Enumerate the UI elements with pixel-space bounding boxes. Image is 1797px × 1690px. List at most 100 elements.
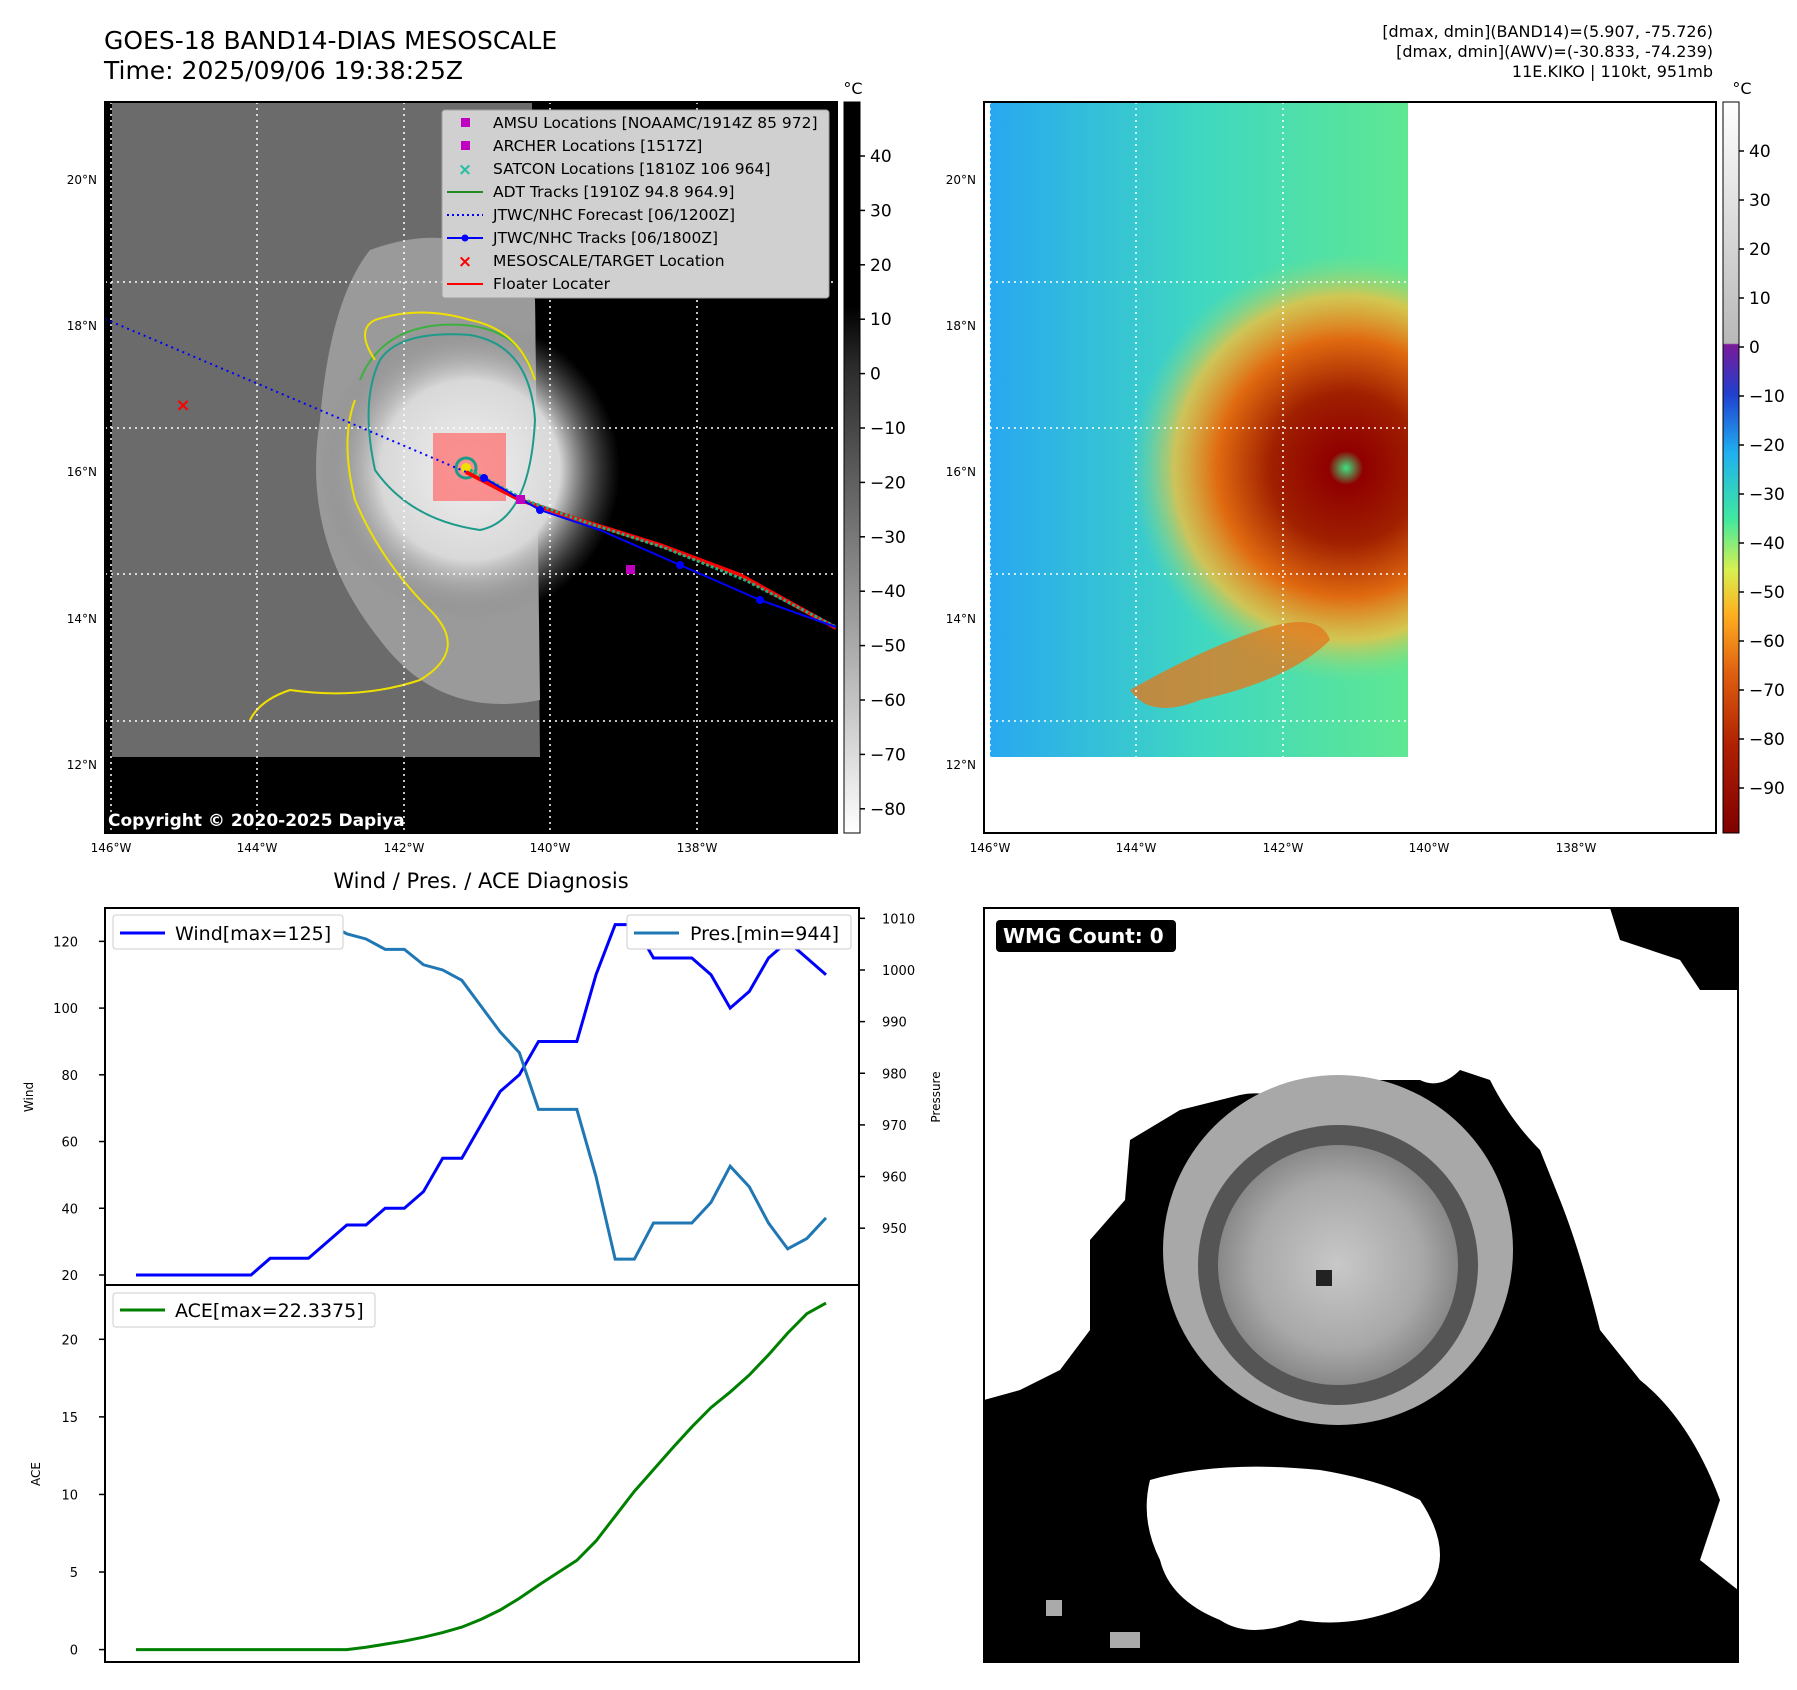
wmg-corner-black (1610, 908, 1738, 990)
awv-lat-label: 18°N (946, 319, 976, 333)
wind-pressure-panel: Wind / Pres. / ACE Diagnosis 20 40 60 80 100… (22, 869, 943, 1286)
jtwc-track-line (483, 477, 837, 628)
info-awv-range: [dmax, dmin](AWV)=(-30.833, -74.239) (1396, 42, 1713, 61)
ir-contour-yellow-2 (364, 311, 536, 381)
colorbar-tick-label: −70 (870, 745, 906, 765)
mesoscale-target-marker: × (175, 395, 190, 416)
wind-ytick-label: 100 (53, 1002, 78, 1017)
colorbar-tick-label: −80 (870, 800, 906, 820)
colorbar-tick-label: −10 (1749, 387, 1785, 407)
colorbar-tick-label: −60 (870, 691, 906, 711)
wmg-panel: WMG Count: 0 (983, 907, 1739, 1663)
pressure-legend: Pres.[min=944] (626, 914, 852, 950)
awv-lon-label: 144°W (1116, 841, 1157, 855)
wind-axis-label: Wind (22, 1082, 36, 1112)
awv-lat-label: 12°N (946, 758, 976, 772)
awv-lon-label: 146°W (970, 841, 1011, 855)
wind-ytick-label: 120 (53, 935, 78, 950)
ir-lon-label: 138°W (677, 841, 718, 855)
wmg-black-region-2 (984, 1380, 1064, 1480)
colorbar-tick-label: 20 (1749, 240, 1771, 260)
archer-marker (626, 565, 635, 574)
satcon-track (469, 468, 837, 629)
wind-ytick-label: 60 (61, 1136, 78, 1151)
wmg-count-label: WMG Count: 0 (1003, 924, 1164, 948)
colorbar-tick-label: −40 (870, 582, 906, 602)
diagnosis-title: Wind / Pres. / ACE Diagnosis (333, 869, 628, 893)
legend-label: ARCHER Locations [1517Z] (493, 137, 702, 155)
wmg-core (1218, 1145, 1458, 1385)
legend-label: Floater Locater (493, 275, 611, 293)
legend-square-icon (461, 141, 470, 150)
legend-item-satcon: × SATCON Locations [1810Z 106 964] (458, 160, 771, 180)
colorbar-tick-label: −40 (1749, 534, 1785, 554)
pressure-legend-label: Pres.[min=944] (690, 923, 839, 945)
legend-x-icon: × (458, 160, 472, 180)
legend-label: SATCON Locations [1810Z 106 964] (493, 160, 770, 178)
pressure-ytick-label: 970 (882, 1119, 907, 1134)
ir-colorbar-ticks: 40 30 20 10 0 −10 −20 −30 −40 −50 −60 −70 −80 (860, 147, 906, 820)
ir-lon-label: 144°W (237, 841, 278, 855)
pressure-axis-label: Pressure (929, 1071, 943, 1122)
legend-label: JTWC/NHC Tracks [06/1800Z] (492, 229, 718, 247)
awv-lon-label: 142°W (1263, 841, 1304, 855)
legend-item-track: JTWC/NHC Tracks [06/1800Z] (447, 229, 718, 247)
colorbar-tick-label: −80 (1749, 730, 1785, 750)
wmg-white-region (1146, 1466, 1440, 1630)
ir-lat-label: 12°N (67, 758, 97, 772)
colorbar-tick-label: 30 (870, 201, 892, 221)
colorbar-tick-label: −10 (870, 419, 906, 439)
ace-ytick-label: 20 (61, 1333, 78, 1348)
awv-lon-label: 138°W (1556, 841, 1597, 855)
colorbar-tick-label: 10 (1749, 289, 1771, 309)
legend-label: JTWC/NHC Forecast [06/1200Z] (492, 206, 735, 224)
legend-item-floater: Floater Locater (447, 275, 611, 293)
awv-lon-labels: 146°W 144°W 142°W 140°W 138°W (970, 841, 1597, 855)
colorbar-tick-label: −30 (1749, 485, 1785, 505)
wmg-pixel-1 (1046, 1600, 1062, 1616)
colorbar-tick-label: 10 (870, 310, 892, 330)
ir-colorbar-unit: °C (843, 79, 862, 98)
ace-ytick-label: 15 (61, 1411, 78, 1426)
ir-lat-label: 16°N (67, 465, 97, 479)
title-line-1: GOES-18 BAND14-DIAS MESOSCALE (104, 26, 558, 55)
ace-panel: 0 5 10 15 20 ACE ACE[max=22.3375] (29, 1284, 860, 1663)
eye-center (461, 463, 471, 473)
ir-frame (104, 101, 838, 834)
colorbar-tick-label: 30 (1749, 191, 1771, 211)
ir-lat-labels: 20°N 18°N 16°N 14°N 12°N (67, 173, 97, 772)
ace-series-line (136, 1301, 827, 1652)
awv-rainband (1130, 622, 1330, 708)
awv-frame (983, 101, 1717, 834)
ace-ytick-label: 10 (61, 1488, 78, 1503)
awv-panel: 20°N 18°N 16°N 14°N 12°N 146°W 144°W 142°W 140°… (946, 79, 1785, 868)
wind-series-line (136, 923, 827, 1277)
colorbar-tick-label: −20 (870, 473, 906, 493)
colorbar-tick-label: 40 (1749, 142, 1771, 162)
legend-item-target: × MESOSCALE/TARGET Location (458, 252, 725, 272)
ir-lat-label: 20°N (67, 173, 97, 187)
colorbar-tick-label: −90 (1749, 779, 1785, 799)
ir-lat-label: 18°N (67, 319, 97, 333)
info-storm: 11E.KIKO | 110kt, 951mb (1511, 62, 1713, 81)
colorbar-tick-label: −50 (870, 637, 906, 657)
ir-contour-yellow (249, 399, 449, 721)
ir-lon-label: 142°W (384, 841, 425, 855)
awv-lat-label: 20°N (946, 173, 976, 187)
ace-legend: ACE[max=22.3375] (112, 1292, 376, 1328)
ace-legend-box (112, 1292, 376, 1328)
ace-axis-label: ACE (29, 1462, 43, 1486)
awv-colorbar-ticks: 40 30 20 10 0 −10 −20 −30 −40 −50 −60 −70 −80 −90 (1739, 142, 1785, 799)
wmg-pixel-2 (1110, 1632, 1140, 1648)
awv-colorbar (1722, 101, 1740, 834)
ir-lon-label: 140°W (530, 841, 571, 855)
legend-item-archer: ARCHER Locations [1517Z] (461, 137, 702, 155)
colorbar-tick-label: −20 (1749, 436, 1785, 456)
wmg-eye-pixel (1316, 1270, 1332, 1286)
amsu-marker (516, 495, 525, 504)
wind-legend-box (112, 914, 344, 950)
awv-lat-label: 14°N (946, 612, 976, 626)
ir-colorbar (843, 101, 861, 834)
ir-lon-labels: 146°W 144°W 142°W 140°W 138°W (91, 841, 718, 855)
